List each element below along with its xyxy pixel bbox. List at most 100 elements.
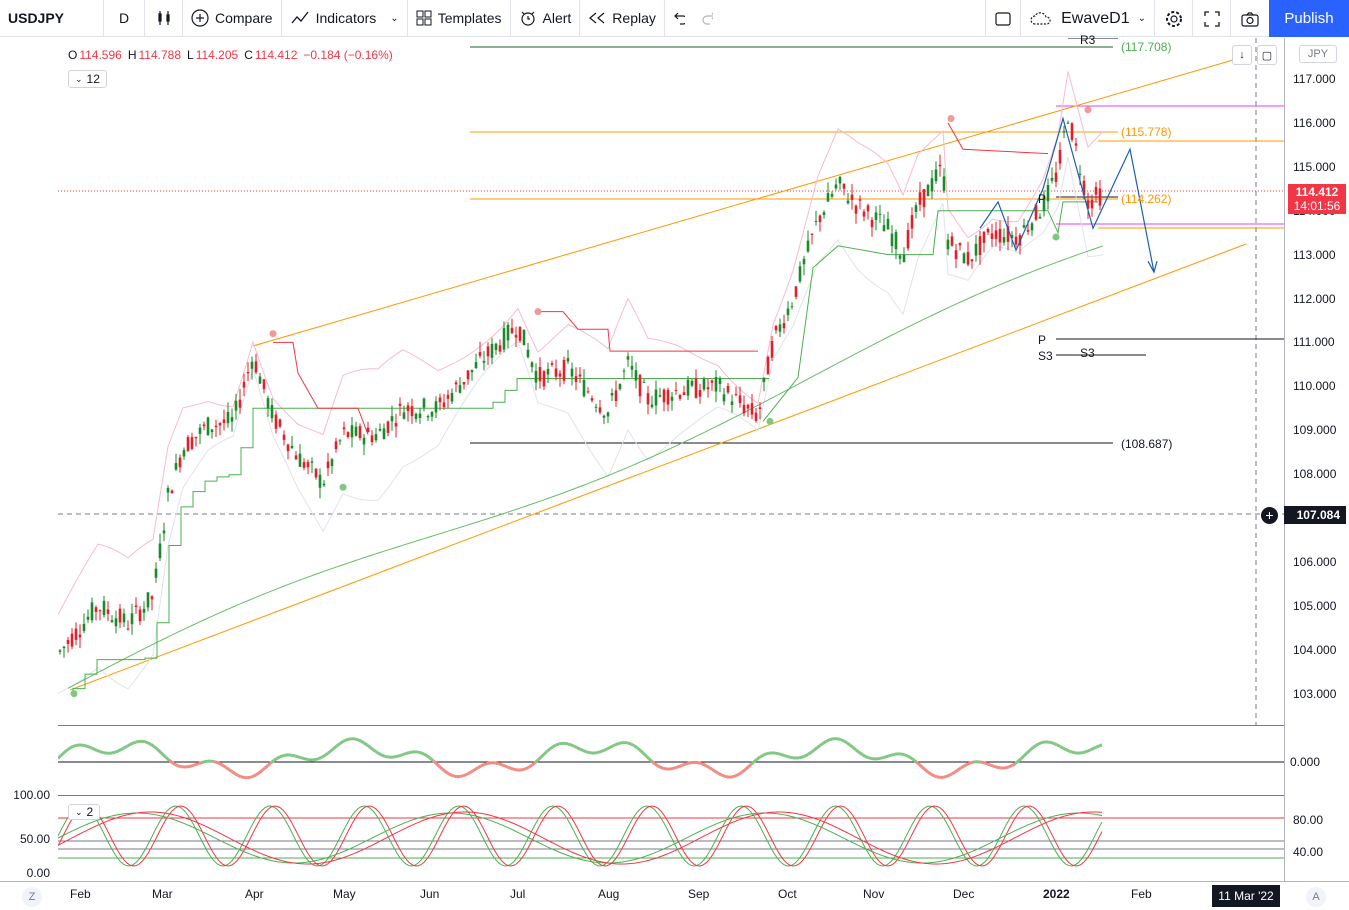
momentum-segment — [372, 748, 377, 753]
momentum-segment — [573, 744, 578, 749]
candle-body — [534, 370, 538, 383]
redo-button[interactable] — [693, 0, 721, 37]
add-alert-plus-icon[interactable]: + — [1261, 507, 1278, 524]
candle-body — [302, 462, 306, 468]
time-label: Aug — [598, 887, 620, 901]
candle-body — [162, 530, 166, 534]
scroll-to-realtime-button[interactable]: ↓ — [1232, 45, 1252, 65]
stoch-slow-d — [58, 811, 1103, 865]
compare-button[interactable]: Compare — [183, 0, 282, 37]
momentum-segment — [525, 765, 530, 771]
momentum-segment — [609, 744, 614, 749]
candle-body — [542, 371, 546, 387]
indicators-toggle[interactable]: ⌄ 12 — [68, 70, 107, 88]
pane-separator[interactable] — [0, 795, 1284, 796]
templates-icon — [416, 10, 432, 26]
zoom-reset-button[interactable]: Z — [22, 887, 42, 907]
price-chart-pane[interactable] — [58, 38, 1284, 725]
pane-separator[interactable] — [0, 725, 1284, 726]
fullscreen-layout-button[interactable] — [985, 0, 1022, 37]
candle-body — [774, 325, 778, 331]
osc2-left-tick: 100.00 — [13, 788, 50, 802]
templates-button[interactable]: Templates — [408, 0, 511, 37]
momentum-segment — [542, 750, 549, 756]
chart-type-button[interactable] — [145, 0, 183, 37]
candle-body — [814, 220, 818, 222]
momentum-segment — [564, 741, 569, 746]
momentum-segment — [522, 767, 527, 772]
momentum-segment — [909, 756, 914, 761]
candle-body — [174, 463, 178, 470]
momentum-segment — [630, 742, 635, 747]
candle-body — [1046, 185, 1050, 202]
momentum-segment — [192, 763, 197, 767]
level-108-price: (108.687) — [1121, 437, 1173, 451]
candle-body — [910, 215, 914, 229]
momentum-segment — [1017, 757, 1022, 763]
candle-body — [1042, 196, 1046, 211]
candle-body — [754, 412, 758, 421]
time-axis[interactable]: Z A 11 Mar '22 — [0, 881, 1349, 910]
undo-button[interactable] — [665, 0, 693, 37]
momentum-segment — [291, 753, 296, 758]
candle-body — [462, 381, 466, 385]
candle-body — [986, 228, 990, 233]
momentum-segment — [1047, 740, 1052, 744]
price-tick: 108.000 — [1293, 467, 1337, 482]
candle-body — [366, 427, 370, 433]
momentum-segment — [270, 759, 275, 764]
symbol-search[interactable]: USDJPY — [0, 0, 104, 37]
momentum-segment — [477, 764, 482, 769]
layout-button[interactable]: EwaveD1 ⌄ — [1021, 0, 1155, 37]
candle-body — [1022, 225, 1026, 228]
momentum-segment — [702, 762, 707, 767]
candle-body — [506, 324, 510, 341]
momentum-segment — [165, 756, 170, 762]
auto-scale-button[interactable]: A — [1306, 887, 1326, 907]
candle-body — [550, 363, 554, 365]
momentum-segment — [993, 764, 998, 769]
candle-body — [806, 240, 810, 252]
momentum-segment — [984, 761, 989, 766]
indicators-button[interactable]: Indicators ⌄ — [282, 0, 408, 37]
momentum-segment — [58, 754, 63, 760]
momentum-segment — [888, 753, 893, 758]
momentum-segment — [963, 763, 968, 768]
candle-body — [410, 406, 414, 417]
momentum-segment — [375, 750, 380, 755]
price-tick: 115.000 — [1293, 159, 1336, 174]
band-upper — [58, 71, 1104, 615]
momentum-segment — [759, 753, 764, 759]
oscillator-pane-2[interactable] — [58, 796, 1284, 881]
momentum-segment — [171, 761, 176, 766]
osc-indicators-toggle[interactable]: ⌄ 2 — [68, 804, 101, 820]
replay-button[interactable]: Replay — [580, 0, 665, 37]
snapshot-button[interactable] — [1231, 0, 1269, 37]
alert-button[interactable]: Alert — [511, 0, 581, 37]
momentum-segment — [186, 764, 191, 769]
momentum-segment — [921, 765, 926, 771]
price-axis[interactable]: JPY — [1284, 38, 1349, 881]
currency-label: JPY — [1307, 48, 1329, 60]
momentum-segment — [174, 762, 179, 768]
oscillator-pane-1[interactable] — [58, 726, 1284, 795]
maximize-pane-button[interactable]: ▢ — [1257, 45, 1277, 65]
interval-button[interactable]: D — [104, 0, 145, 37]
candle-body — [810, 233, 814, 235]
momentum-segment — [708, 766, 713, 771]
settings-button[interactable] — [1155, 0, 1193, 37]
momentum-segment — [924, 768, 929, 774]
momentum-segment — [567, 742, 572, 747]
signal-dot — [534, 308, 542, 316]
fullscreen-button[interactable] — [1193, 0, 1231, 37]
momentum-segment — [1056, 743, 1061, 748]
momentum-segment — [480, 763, 485, 768]
currency-button[interactable]: JPY — [1299, 45, 1337, 63]
momentum-segment — [552, 743, 557, 748]
candle-body — [298, 453, 302, 467]
momentum-segment — [315, 757, 320, 761]
momentum-segment — [942, 775, 947, 779]
publish-button[interactable]: Publish — [1269, 0, 1349, 37]
interval-label: D — [118, 10, 130, 26]
momentum-segment — [969, 760, 974, 765]
